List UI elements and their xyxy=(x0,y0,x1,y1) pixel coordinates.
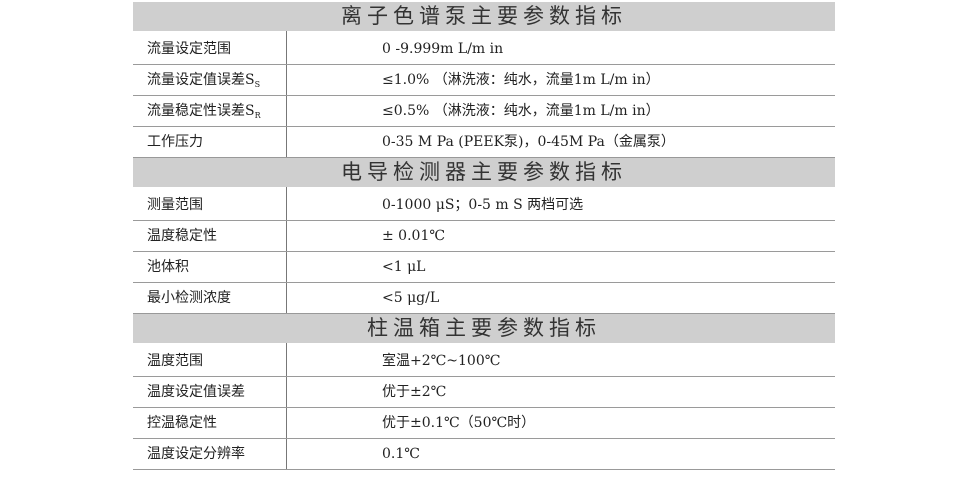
param-label: 测量范围 xyxy=(147,197,203,213)
spec-table: 离子色谱泵主要参数指标流量设定范围 0 -9.999m L/m in 流量设定值误差… xyxy=(133,2,835,470)
param-label-cell: 温度稳定性 xyxy=(133,221,287,251)
param-label: 流量设定值误差S xyxy=(147,72,255,88)
param-value: ≤1.0% （淋洗液：纯水，流量1m L/m in） xyxy=(382,72,660,88)
param-value: 0.1℃ xyxy=(382,446,420,462)
param-label: 流量设定范围 xyxy=(147,41,231,57)
table-row: 温度设定值误差 优于±2℃ xyxy=(133,376,835,407)
param-label: 最小检测浓度 xyxy=(147,290,231,306)
param-label-cell: 流量稳定性误差SR xyxy=(133,96,287,126)
param-value: 室温+2℃~100℃ xyxy=(382,353,501,369)
param-label: 温度设定分辨率 xyxy=(147,446,245,462)
param-label-subscript: R xyxy=(254,111,261,120)
param-label-cell: 温度范围 xyxy=(133,343,287,376)
table-row: 测量范围 0-1000 μS；0-5 m S 两档可选 xyxy=(133,187,835,220)
param-label-cell: 流量设定范围 xyxy=(133,31,287,64)
param-label-cell: 温度设定分辨率 xyxy=(133,439,287,469)
table-row: 流量稳定性误差SR ≤0.5% （淋洗液：纯水，流量1m L/m in） xyxy=(133,95,835,126)
table-row: 控温稳定性 优于±0.1℃（50℃时） xyxy=(133,407,835,438)
param-value: ± 0.01℃ xyxy=(382,228,446,244)
table-row: 最小检测浓度 <5 μg/L xyxy=(133,282,835,313)
param-label: 温度范围 xyxy=(147,353,203,369)
param-value: 优于±2℃ xyxy=(382,384,447,400)
param-value: ≤0.5% （淋洗液：纯水，流量1m L/m in） xyxy=(382,103,660,119)
param-label-cell: 工作压力 xyxy=(133,127,287,157)
section-header: 离子色谱泵主要参数指标 xyxy=(133,2,835,31)
param-label-cell: 测量范围 xyxy=(133,187,287,220)
param-value: 0-1000 μS；0-5 m S 两档可选 xyxy=(382,197,584,213)
param-label-cell: 最小检测浓度 xyxy=(133,283,287,313)
table-row: 温度范围 室温+2℃~100℃ xyxy=(133,343,835,376)
table-row: 温度稳定性 ± 0.01℃ xyxy=(133,220,835,251)
param-label: 流量稳定性误差S xyxy=(147,103,255,119)
table-row: 工作压力 0-35 M Pa (PEEK泵)，0-45M Pa（金属泵） xyxy=(133,126,835,157)
section-header: 柱温箱主要参数指标 xyxy=(133,314,835,343)
param-label: 控温稳定性 xyxy=(147,415,217,431)
section-rows: 测量范围 0-1000 μS；0-5 m S 两档可选温度稳定性 ± 0.01℃ 池体… xyxy=(133,187,835,314)
table-row: 池体积 <1 μL xyxy=(133,251,835,282)
section-header: 电导检测器主要参数指标 xyxy=(133,158,835,187)
param-value: 0-35 M Pa (PEEK泵)，0-45M Pa（金属泵） xyxy=(382,134,675,150)
param-label-cell: 控温稳定性 xyxy=(133,408,287,438)
param-label: 工作压力 xyxy=(147,134,203,150)
table-row: 温度设定分辨率 0.1℃ xyxy=(133,438,835,469)
param-label-cell: 池体积 xyxy=(133,252,287,282)
param-label-cell: 温度设定值误差 xyxy=(133,377,287,407)
param-label: 温度设定值误差 xyxy=(147,384,245,400)
param-value: 0 -9.999m L/m in xyxy=(382,41,504,57)
table-row: 流量设定值误差SS ≤1.0% （淋洗液：纯水，流量1m L/m in） xyxy=(133,64,835,95)
param-label-subscript: S xyxy=(254,80,261,89)
param-label: 池体积 xyxy=(147,259,189,275)
section-rows: 温度范围 室温+2℃~100℃ 温度设定值误差 优于±2℃ 控温稳定性 优于±0.1℃（5… xyxy=(133,343,835,470)
param-value: <1 μL xyxy=(382,259,426,275)
param-value: 优于±0.1℃（50℃时） xyxy=(382,415,536,431)
table-row: 流量设定范围 0 -9.999m L/m in xyxy=(133,31,835,64)
param-label-cell: 流量设定值误差SS xyxy=(133,65,287,95)
param-label: 温度稳定性 xyxy=(147,228,217,244)
section-rows: 流量设定范围 0 -9.999m L/m in 流量设定值误差SS ≤1.0% （淋洗… xyxy=(133,31,835,158)
param-value: <5 μg/L xyxy=(382,290,440,306)
